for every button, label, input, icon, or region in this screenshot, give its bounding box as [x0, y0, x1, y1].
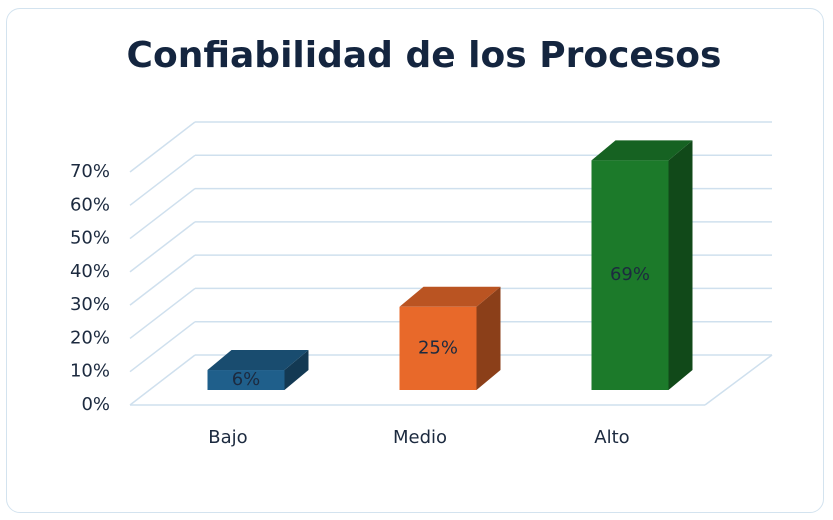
y-tick-label: 0%: [81, 394, 110, 415]
bar: [399, 306, 477, 390]
grid-line: [129, 287, 196, 340]
y-tick-label: 50%: [70, 228, 110, 249]
x-tick-label: Medio: [393, 427, 447, 448]
y-tick-label: 20%: [70, 327, 110, 348]
y-tick-label: 70%: [70, 161, 110, 182]
bar-side: [284, 350, 309, 390]
y-tick-label: 60%: [70, 194, 110, 215]
value-label: 69%: [610, 264, 650, 285]
bar: [591, 160, 669, 390]
grid-line: [129, 321, 196, 373]
x-tick-label: Bajo: [208, 427, 247, 448]
grid-line: [129, 221, 196, 273]
grid-line: [129, 121, 196, 173]
grid-line: [129, 187, 196, 240]
bar-top: [207, 350, 309, 371]
floor-edge: [704, 354, 773, 406]
value-label: 6%: [232, 369, 261, 390]
bar-side: [476, 286, 501, 390]
value-label: 25%: [418, 337, 458, 358]
chart-title: Confiabilidad de los Procesos: [127, 35, 722, 76]
y-tick-label: 30%: [70, 294, 110, 315]
grid-line: [129, 354, 196, 406]
y-tick-label: 10%: [70, 361, 110, 382]
grid-line: [129, 254, 196, 306]
grid-line: [129, 154, 196, 206]
bar: [207, 370, 285, 390]
bar-side: [668, 140, 693, 390]
y-tick-label: 40%: [70, 261, 110, 282]
x-tick-label: Alto: [594, 427, 629, 448]
bar-top: [591, 140, 693, 161]
bar-top: [399, 286, 501, 307]
